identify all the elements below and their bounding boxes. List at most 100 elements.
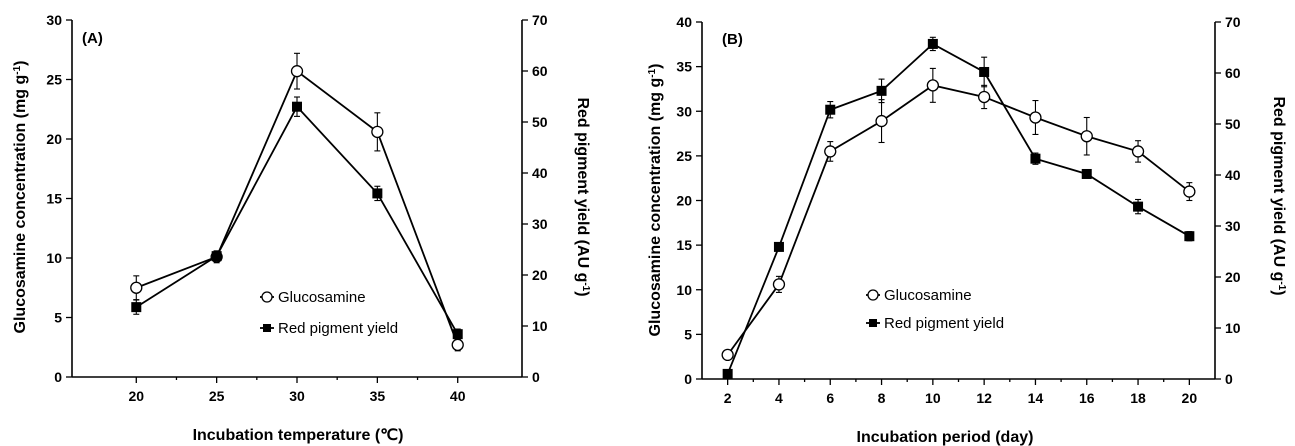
y2-axis-title-main: Red pigment yield (AU g	[574, 97, 591, 282]
data-point	[824, 145, 837, 158]
series-glucosamine	[721, 67, 1196, 362]
panel-label: (B)	[722, 31, 743, 48]
y2-tick-label: 0	[1225, 371, 1233, 387]
data-point	[372, 188, 383, 199]
legend-glucosamine-label: Glucosamine	[884, 287, 972, 304]
panel-label: (A)	[82, 30, 103, 47]
y-tick-label: 20	[46, 131, 62, 147]
y-tick-label: 30	[46, 12, 62, 28]
y2-axis-title-sup: -1	[581, 282, 592, 291]
data-point	[926, 79, 940, 92]
y2-tick-label: 40	[532, 165, 548, 181]
legend-red-pigment-marker	[263, 324, 271, 332]
data-point	[927, 38, 938, 49]
y2-tick-label: 70	[532, 12, 548, 28]
data-point	[1080, 130, 1093, 143]
y2-tick-label: 70	[1225, 14, 1241, 30]
data-point	[131, 302, 142, 313]
y2-axis-title: Red pigment yield (AU g-1)	[1270, 96, 1288, 295]
x-tick-label: 20	[1182, 390, 1198, 406]
y2-tick-label: 50	[1225, 116, 1241, 132]
y-axis-title: Glucosamine concentration (mg g-1)	[12, 61, 30, 334]
x-tick-label: 30	[289, 388, 305, 404]
x-tick-label: 10	[925, 390, 941, 406]
legend-glucosamine-label: Glucosamine	[278, 289, 366, 306]
chart-panel-b: (B) Incubation period (day) Glucosamine …	[647, 14, 1288, 446]
legend: Glucosamine Red pigment yield	[260, 289, 398, 337]
y2-axis-title-main: Red pigment yield (AU g	[1270, 96, 1287, 281]
y2-tick-label: 60	[1225, 65, 1241, 81]
y2-tick-label: 30	[532, 216, 548, 232]
legend-glucosamine-marker	[261, 291, 273, 303]
data-point	[722, 368, 733, 379]
legend-red-pigment-label: Red pigment yield	[278, 320, 398, 337]
data-point	[875, 114, 888, 128]
y-axis-title-end: )	[647, 64, 664, 69]
data-point	[977, 90, 991, 104]
x-axis-title: Incubation period (day)	[857, 429, 1034, 446]
y-tick-label: 0	[54, 369, 62, 385]
data-point	[130, 281, 143, 294]
y2-tick-label: 30	[1225, 218, 1241, 234]
x-tick-label: 25	[209, 388, 225, 404]
y-tick-label: 30	[676, 103, 692, 119]
data-point	[211, 251, 222, 262]
x-tick-label: 20	[128, 388, 144, 404]
x-tick-label: 2	[724, 390, 732, 406]
y-tick-label: 10	[46, 250, 62, 266]
data-point	[721, 348, 734, 362]
data-point	[451, 338, 464, 352]
data-point	[292, 101, 302, 112]
data-point	[979, 66, 990, 77]
data-point	[876, 85, 887, 96]
data-point	[1030, 153, 1041, 164]
y2-tick-label: 20	[532, 267, 548, 283]
x-tick-label: 12	[976, 390, 992, 406]
y-axis-title-sup: -1	[647, 68, 658, 77]
legend-glucosamine-marker	[867, 289, 879, 301]
legend: Glucosamine Red pigment yield	[866, 287, 1004, 332]
y-tick-label: 25	[676, 148, 692, 164]
y2-axis-title: Red pigment yield (AU g-1)	[574, 97, 592, 296]
data-point	[1183, 185, 1196, 198]
data-point	[772, 278, 786, 291]
y-tick-label: 25	[46, 72, 62, 88]
x-tick-label: 6	[826, 390, 834, 406]
x-tick-label: 35	[370, 388, 386, 404]
series-line	[726, 42, 1190, 375]
data-point	[452, 329, 463, 340]
legend-red-pigment-marker	[869, 319, 877, 327]
series-red-pigment-yield	[131, 96, 463, 340]
axes: 20 25 30 35 40 0 5 10 15 20 25 30 0 10 20 30 40 50 60 70	[46, 12, 547, 404]
x-tick-label: 16	[1079, 390, 1095, 406]
data-point	[1133, 201, 1144, 212]
y-axis-title-main: Glucosamine concentration (mg g	[12, 75, 29, 334]
data-point	[1081, 168, 1092, 179]
y-tick-label: 15	[676, 237, 692, 253]
y2-tick-label: 20	[1225, 269, 1241, 285]
data-point	[773, 241, 784, 252]
y-axis-title: Glucosamine concentration (mg g-1)	[647, 64, 665, 337]
data-point	[1029, 111, 1042, 124]
x-tick-label: 40	[450, 388, 466, 404]
y2-axis-title-end: )	[1270, 290, 1287, 295]
data-point	[371, 125, 384, 139]
y-tick-label: 10	[676, 282, 692, 298]
y2-tick-label: 50	[532, 114, 548, 130]
y2-axis-title-end: )	[574, 291, 591, 296]
data-point	[1131, 145, 1145, 158]
y2-tick-label: 0	[532, 369, 540, 385]
chart-panel-a: (A) Incubation temperature (℃) Glucosami…	[12, 12, 592, 444]
series-glucosamine	[130, 52, 464, 352]
y-tick-label: 0	[684, 371, 692, 387]
y-axis-title-end: )	[12, 61, 29, 66]
y-tick-label: 20	[676, 193, 692, 209]
y2-tick-label: 10	[1225, 320, 1241, 336]
legend-red-pigment-label: Red pigment yield	[884, 315, 1004, 332]
y2-tick-label: 40	[1225, 167, 1241, 183]
axes: 2 4 6 8 10 12 14 16 18 20 0 5 10 15 20 25 30 35 40 0 10 20 30 4…	[676, 14, 1240, 406]
x-axis-title: Incubation temperature (℃)	[193, 427, 404, 444]
series-line	[726, 84, 1190, 356]
x-tick-label: 14	[1028, 390, 1044, 406]
data-point	[825, 104, 836, 115]
